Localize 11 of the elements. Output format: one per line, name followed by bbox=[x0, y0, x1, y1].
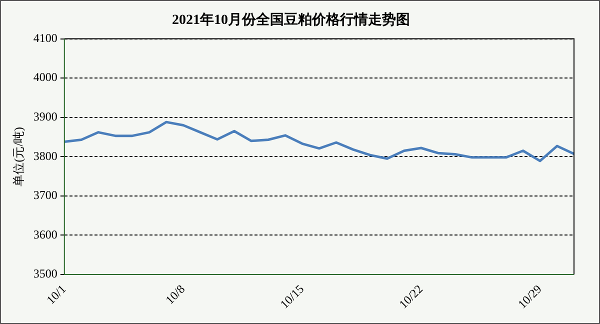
chart-title: 2021年10月份全国豆粕价格行情走势图 bbox=[172, 12, 410, 28]
x-tick-label: 10/1 bbox=[44, 282, 69, 308]
y-axis-title: 单位(元/吨) bbox=[11, 126, 26, 186]
x-tick-label: 10/8 bbox=[162, 282, 188, 308]
y-tick-label: 4000 bbox=[33, 70, 58, 84]
y-tick-label: 3700 bbox=[33, 188, 58, 202]
y-tick-label: 3900 bbox=[33, 110, 58, 124]
y-tick-label: 3800 bbox=[33, 148, 58, 163]
y-tick-label: 4100 bbox=[33, 30, 58, 45]
y-tick-label: 3500 bbox=[33, 266, 58, 281]
y-tick-label: 3600 bbox=[33, 227, 58, 242]
